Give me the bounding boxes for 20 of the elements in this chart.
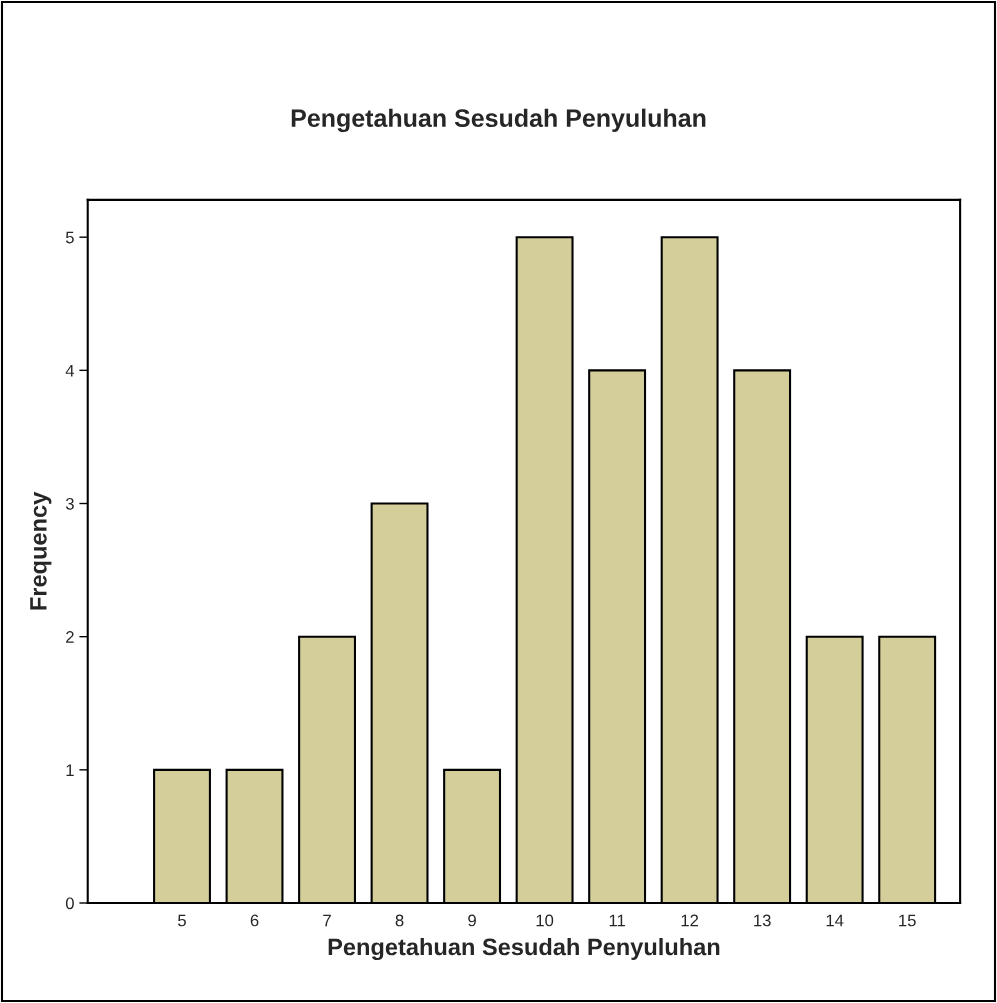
x-tick-label: 5 xyxy=(178,914,186,927)
chart-title: Pengetahuan Sesudah Penyuluhan xyxy=(291,108,706,133)
x-tick-label: 12 xyxy=(681,914,699,927)
x-tick-label: 9 xyxy=(468,914,476,927)
x-tick-label: 11 xyxy=(609,914,625,927)
y-tick-label: 2 xyxy=(66,631,74,643)
y-tick-label: 4 xyxy=(65,364,75,377)
y-tick-label: 5 xyxy=(65,231,74,244)
x-tick-label: 10 xyxy=(536,914,554,927)
x-tick-label: 15 xyxy=(899,914,916,927)
x-tick-label: 7 xyxy=(323,914,331,927)
y-axis-title: Frequency xyxy=(30,491,52,610)
x-tick-label: 8 xyxy=(395,914,404,927)
y-tick-label: 3 xyxy=(65,497,74,510)
x-tick-label: 13 xyxy=(754,914,771,927)
x-tick-label: 14 xyxy=(826,914,844,927)
x-tick-label: 6 xyxy=(250,914,259,927)
y-tick-label: 0 xyxy=(65,897,74,910)
x-axis-title: Pengetahuan Sesudah Penyuluhan xyxy=(328,937,720,961)
y-tick-label: 1 xyxy=(66,764,74,776)
